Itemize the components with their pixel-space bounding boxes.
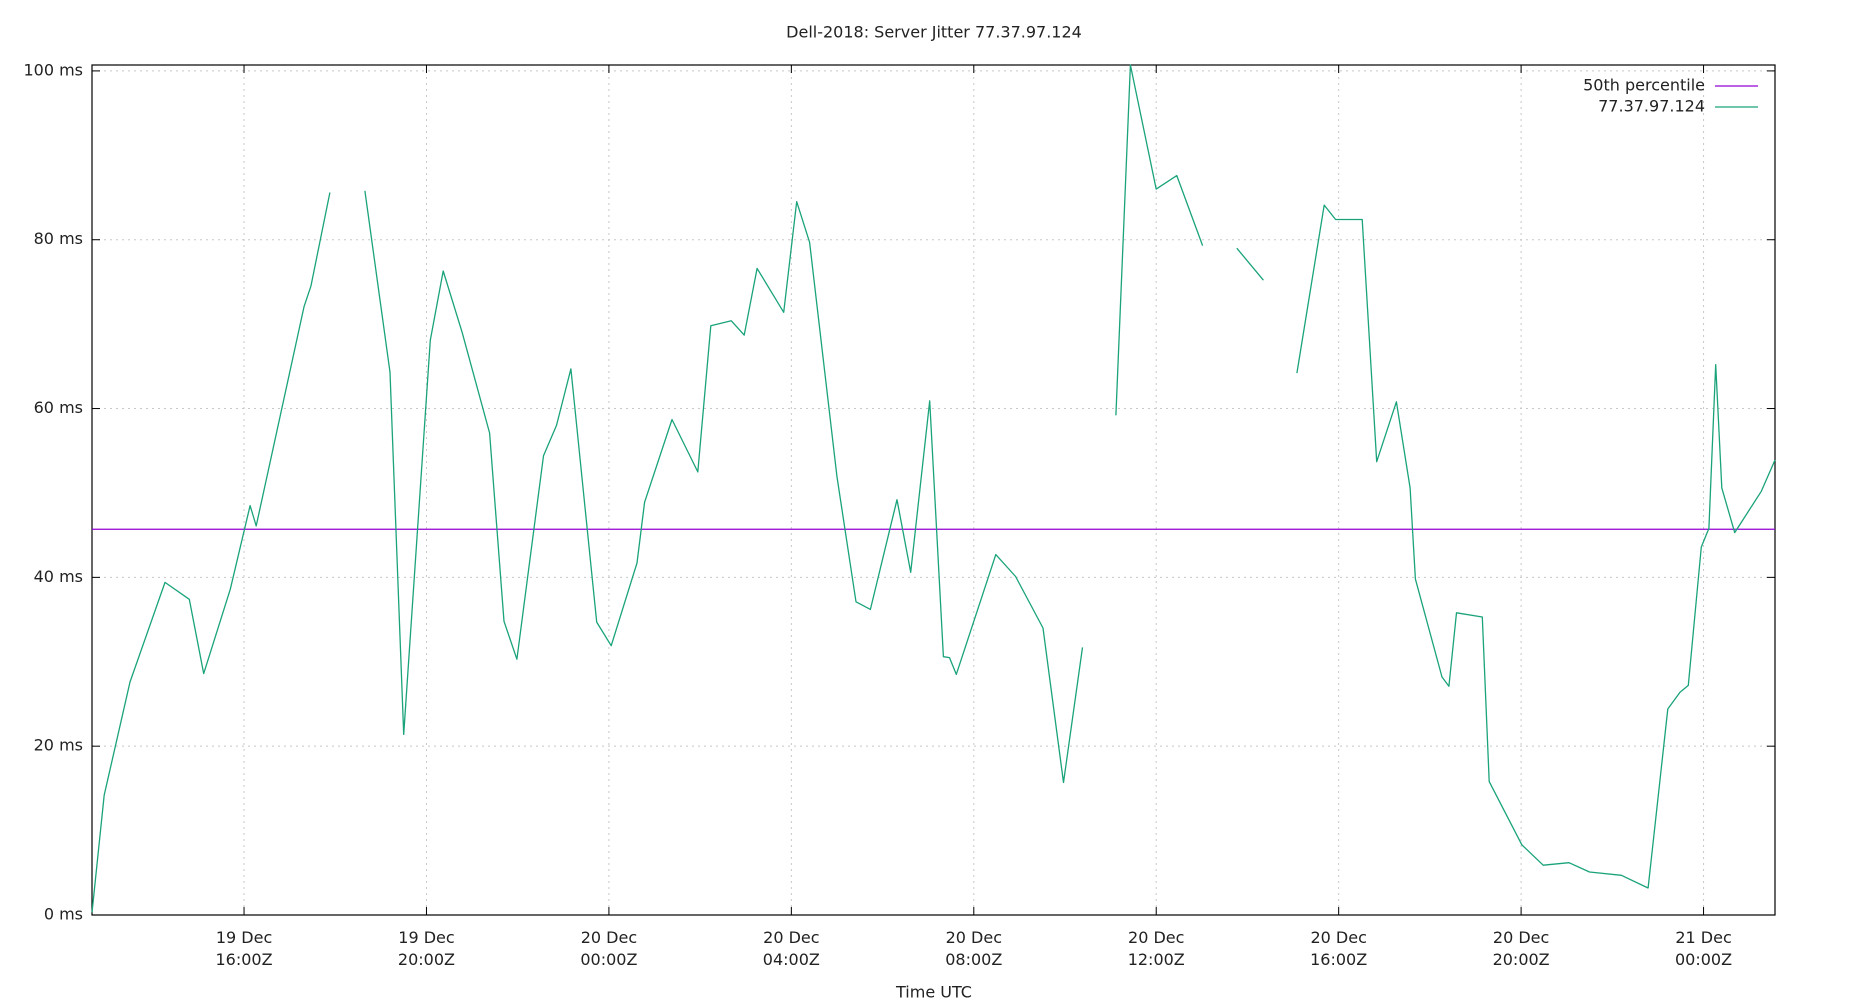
x-tick-label: 19 Dec 20:00Z xyxy=(398,928,455,969)
x-tick-label: 20 Dec 04:00Z xyxy=(763,928,820,969)
y-tick-label: 80 ms xyxy=(34,229,83,248)
y-tick-label: 20 ms xyxy=(34,736,83,755)
x-tick-label: 20 Dec 16:00Z xyxy=(1310,928,1367,969)
x-tick-label: 19 Dec 16:00Z xyxy=(215,928,272,969)
y-tick-label: 100 ms xyxy=(23,60,83,79)
chart-title: Dell-2018: Server Jitter 77.37.97.124 xyxy=(786,23,1082,42)
data-line xyxy=(91,64,1776,913)
y-tick-label: 0 ms xyxy=(44,905,83,924)
y-tick-label: 40 ms xyxy=(34,567,83,586)
plot-frame xyxy=(91,64,1776,916)
legend-label: 50th percentile xyxy=(1583,76,1705,95)
legend-label: 77.37.97.124 xyxy=(1598,97,1705,116)
x-tick-label: 20 Dec 08:00Z xyxy=(945,928,1002,969)
x-tick-label: 20 Dec 12:00Z xyxy=(1128,928,1185,969)
y-tick-label: 60 ms xyxy=(34,398,83,417)
x-tick-label: 20 Dec 20:00Z xyxy=(1493,928,1550,969)
x-tick-label: 20 Dec 00:00Z xyxy=(580,928,637,969)
x-axis-label: Time UTC xyxy=(895,983,972,1000)
x-tick-label: 21 Dec 00:00Z xyxy=(1675,928,1732,969)
